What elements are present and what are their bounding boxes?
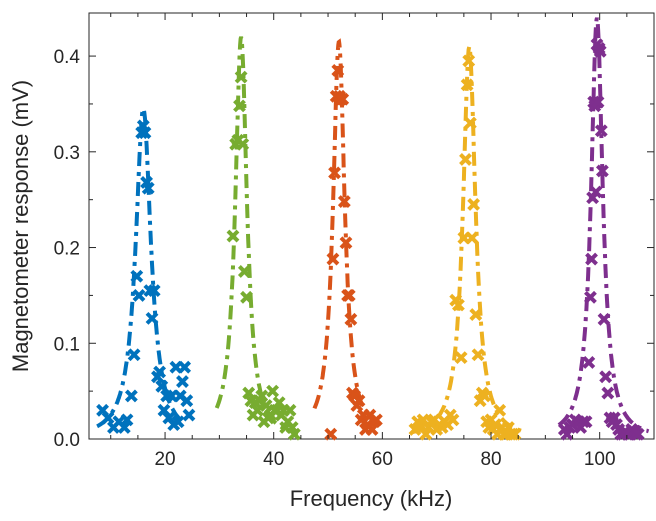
data-point-series-4 <box>460 78 474 92</box>
data-point-series-1 <box>138 126 152 140</box>
data-point-series-3 <box>324 427 338 441</box>
data-point-series-4 <box>478 389 491 403</box>
data-point-series-4 <box>493 403 507 417</box>
plot-frame <box>88 12 655 440</box>
data-point-series-3 <box>352 394 366 408</box>
data-point-series-2 <box>266 384 280 398</box>
data-point-series-3 <box>328 166 341 180</box>
data-point-series-2 <box>272 396 286 410</box>
data-point-series-5 <box>585 252 598 266</box>
data-point-series-1 <box>145 311 159 325</box>
data-point-series-4 <box>471 348 485 362</box>
axes: 20 40 60 80 100 0.0 0.1 0.2 0.3 0.4 <box>54 13 655 470</box>
data-point-series-4 <box>452 298 465 312</box>
data-point-series-5 <box>595 164 609 178</box>
data-point-series-4 <box>454 351 468 365</box>
data-point-series-1 <box>176 375 189 388</box>
data-point-series-1 <box>101 411 115 425</box>
data-point-series-3 <box>336 92 350 106</box>
data-point-series-4 <box>465 231 479 245</box>
data-point-series-3 <box>337 195 351 209</box>
x-tick-label: 100 <box>584 449 616 470</box>
data-point-series-1 <box>182 408 196 422</box>
y-tick-label: 0.2 <box>54 239 80 260</box>
data-point-series-2 <box>255 389 269 403</box>
data-point-series-2 <box>240 290 253 304</box>
data-point-series-4 <box>463 116 477 130</box>
data-point-series-2 <box>234 70 248 84</box>
data-point-series-1 <box>171 415 185 429</box>
y-tick-label: 0.1 <box>54 334 80 355</box>
data-point-series-4 <box>459 153 472 166</box>
fit-curve-1 <box>96 103 186 429</box>
data-point-series-5 <box>631 427 645 441</box>
data-point-series-3 <box>344 312 358 326</box>
data-point-series-1 <box>127 348 141 362</box>
data-point-series-1 <box>132 288 146 302</box>
data-point-series-5 <box>591 95 605 109</box>
x-axis-label: Frequency (kHz) <box>290 486 453 511</box>
data-point-series-4 <box>462 54 476 68</box>
data-point-series-5 <box>597 312 611 326</box>
data-point-series-4 <box>446 413 460 427</box>
y-axis-label: Magnetometer response (mV) <box>8 80 33 372</box>
data-point-series-5 <box>601 386 615 400</box>
data-point-series-5 <box>589 185 603 199</box>
data-point-series-1 <box>117 421 131 434</box>
data-point-series-2 <box>226 229 240 243</box>
fit-curve-4 <box>411 46 522 435</box>
data-point-series-1 <box>147 284 161 298</box>
data-point-series-2 <box>259 399 273 412</box>
data-points <box>96 38 645 441</box>
data-point-series-2 <box>237 265 251 278</box>
data-point-series-5 <box>599 370 613 384</box>
data-point-series-1 <box>124 389 138 403</box>
fit-curve-5 <box>557 17 650 434</box>
data-point-series-1 <box>153 365 167 379</box>
data-point-series-1 <box>180 394 194 408</box>
data-point-series-2 <box>236 137 250 151</box>
data-point-series-3 <box>326 252 340 266</box>
data-point-series-1 <box>120 413 134 427</box>
data-point-series-3 <box>331 64 345 77</box>
data-point-series-4 <box>467 198 481 211</box>
data-point-series-5 <box>593 44 607 58</box>
x-tick-label: 40 <box>263 449 284 470</box>
data-point-series-2 <box>250 403 264 417</box>
data-point-series-3 <box>339 236 353 250</box>
data-point-series-2 <box>233 99 246 113</box>
data-point-series-1 <box>130 269 144 283</box>
y-tick-label: 0.4 <box>54 47 81 68</box>
x-tick-label: 80 <box>480 449 501 470</box>
data-point-series-5 <box>582 356 596 369</box>
data-point-series-3 <box>342 288 356 302</box>
data-point-series-5 <box>579 415 593 429</box>
x-tick-label: 20 <box>154 449 175 470</box>
data-point-series-5 <box>594 124 608 138</box>
data-point-series-5 <box>584 290 597 304</box>
data-point-series-1 <box>155 379 169 393</box>
data-point-series-2 <box>287 427 301 441</box>
data-point-series-4 <box>469 308 483 321</box>
y-tick-label: 0.3 <box>54 143 80 164</box>
x-tick-label: 60 <box>372 449 393 470</box>
y-tick-label: 0.0 <box>54 430 80 451</box>
fit-curve-2 <box>214 36 299 435</box>
data-point-series-2 <box>283 403 297 417</box>
data-point-series-1 <box>141 181 155 195</box>
data-point-series-1 <box>178 360 192 374</box>
data-point-series-3 <box>369 413 383 427</box>
